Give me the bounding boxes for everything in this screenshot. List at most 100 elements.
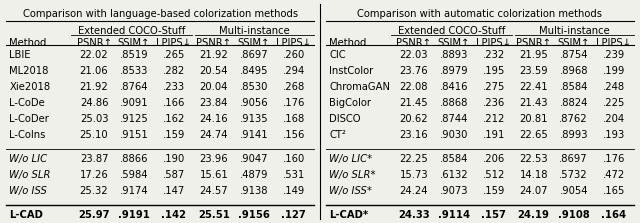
Text: .531: .531 — [283, 170, 305, 180]
Text: Comparison with automatic colorization methods: Comparison with automatic colorization m… — [357, 9, 602, 19]
Text: 23.76: 23.76 — [399, 66, 428, 76]
Text: .164: .164 — [601, 210, 626, 220]
Text: 24.86: 24.86 — [80, 98, 108, 108]
Text: 25.97: 25.97 — [78, 210, 110, 220]
Text: .8764: .8764 — [120, 82, 148, 92]
Text: W/o ISS: W/o ISS — [10, 186, 47, 196]
Text: 23.87: 23.87 — [80, 154, 108, 164]
Text: 24.57: 24.57 — [200, 186, 228, 196]
Text: Multi-instance: Multi-instance — [220, 26, 290, 35]
Text: .4879: .4879 — [239, 170, 268, 180]
Text: .587: .587 — [163, 170, 185, 180]
Text: .268: .268 — [283, 82, 305, 92]
Text: .248: .248 — [602, 82, 625, 92]
Text: .9138: .9138 — [239, 186, 268, 196]
Text: 22.25: 22.25 — [399, 154, 428, 164]
Text: 21.06: 21.06 — [80, 66, 108, 76]
Text: 25.10: 25.10 — [80, 130, 108, 140]
Text: .166: .166 — [163, 98, 185, 108]
Text: .9030: .9030 — [440, 130, 468, 140]
Text: LBIE: LBIE — [10, 50, 31, 60]
Text: .9073: .9073 — [440, 186, 468, 196]
Text: .8893: .8893 — [440, 50, 468, 60]
Text: .159: .159 — [163, 130, 185, 140]
Text: W/o SLR*: W/o SLR* — [329, 170, 376, 180]
Text: .8416: .8416 — [440, 82, 468, 92]
Text: .8495: .8495 — [239, 66, 268, 76]
Text: 21.92: 21.92 — [200, 50, 228, 60]
Text: .212: .212 — [483, 114, 505, 124]
Text: 22.08: 22.08 — [399, 82, 428, 92]
Text: 22.03: 22.03 — [399, 50, 428, 60]
Text: L-CoDe: L-CoDe — [10, 98, 45, 108]
Text: .8584: .8584 — [440, 154, 468, 164]
Text: W/o LIC: W/o LIC — [10, 154, 47, 164]
Text: .8868: .8868 — [440, 98, 468, 108]
Text: .9108: .9108 — [558, 210, 589, 220]
Text: .260: .260 — [283, 50, 305, 60]
Text: 23.16: 23.16 — [399, 130, 428, 140]
Text: .239: .239 — [602, 50, 625, 60]
Text: .9056: .9056 — [239, 98, 268, 108]
Text: .157: .157 — [481, 210, 506, 220]
Text: .165: .165 — [602, 186, 625, 196]
Text: .199: .199 — [602, 66, 625, 76]
Text: .5732: .5732 — [559, 170, 588, 180]
Text: .159: .159 — [483, 186, 505, 196]
Text: .233: .233 — [163, 82, 185, 92]
Text: Extended COCO-Stuff: Extended COCO-Stuff — [397, 26, 505, 35]
Text: .8533: .8533 — [120, 66, 148, 76]
Text: .9156: .9156 — [238, 210, 270, 220]
Text: Method: Method — [10, 38, 47, 48]
Text: 24.16: 24.16 — [200, 114, 228, 124]
Text: BigColor: BigColor — [329, 98, 371, 108]
Text: .232: .232 — [483, 50, 505, 60]
Text: .275: .275 — [483, 82, 505, 92]
Text: .5984: .5984 — [120, 170, 148, 180]
Text: .8744: .8744 — [440, 114, 468, 124]
Text: .9141: .9141 — [239, 130, 268, 140]
Text: Extended COCO-Stuff: Extended COCO-Stuff — [78, 26, 186, 35]
Text: Method: Method — [329, 38, 367, 48]
Text: ML2018: ML2018 — [10, 66, 49, 76]
Text: .176: .176 — [283, 98, 305, 108]
Text: .512: .512 — [483, 170, 505, 180]
Text: 22.53: 22.53 — [520, 154, 548, 164]
Text: .147: .147 — [163, 186, 185, 196]
Text: 15.61: 15.61 — [200, 170, 228, 180]
Text: L-CAD: L-CAD — [10, 210, 44, 220]
Text: Xie2018: Xie2018 — [10, 82, 51, 92]
Text: .8979: .8979 — [440, 66, 468, 76]
Text: 21.43: 21.43 — [520, 98, 548, 108]
Text: .8584: .8584 — [559, 82, 588, 92]
Text: PSNR↑: PSNR↑ — [196, 38, 232, 48]
Text: LPIPS↓: LPIPS↓ — [476, 38, 511, 48]
Text: .236: .236 — [483, 98, 505, 108]
Text: PSNR↑: PSNR↑ — [77, 38, 111, 48]
Text: SSIM↑: SSIM↑ — [237, 38, 270, 48]
Text: .9191: .9191 — [118, 210, 150, 220]
Text: .8754: .8754 — [559, 50, 588, 60]
Text: CIC: CIC — [329, 50, 346, 60]
Text: 23.84: 23.84 — [200, 98, 228, 108]
Text: 25.03: 25.03 — [80, 114, 108, 124]
Text: .206: .206 — [483, 154, 505, 164]
Text: DISCO: DISCO — [329, 114, 361, 124]
Text: .8519: .8519 — [120, 50, 148, 60]
Text: PSNR↑: PSNR↑ — [516, 38, 551, 48]
Text: SSIM↑: SSIM↑ — [438, 38, 470, 48]
Text: Multi-instance: Multi-instance — [539, 26, 610, 35]
Text: 21.92: 21.92 — [79, 82, 108, 92]
Text: .8993: .8993 — [559, 130, 588, 140]
Text: 17.26: 17.26 — [79, 170, 108, 180]
Text: 25.51: 25.51 — [198, 210, 230, 220]
Text: 24.33: 24.33 — [398, 210, 429, 220]
Text: .193: .193 — [602, 130, 625, 140]
Text: 24.24: 24.24 — [399, 186, 428, 196]
Text: .8968: .8968 — [559, 66, 588, 76]
Text: SSIM↑: SSIM↑ — [557, 38, 590, 48]
Text: .142: .142 — [161, 210, 186, 220]
Text: .9054: .9054 — [559, 186, 588, 196]
Text: .265: .265 — [163, 50, 185, 60]
Text: 14.18: 14.18 — [520, 170, 548, 180]
